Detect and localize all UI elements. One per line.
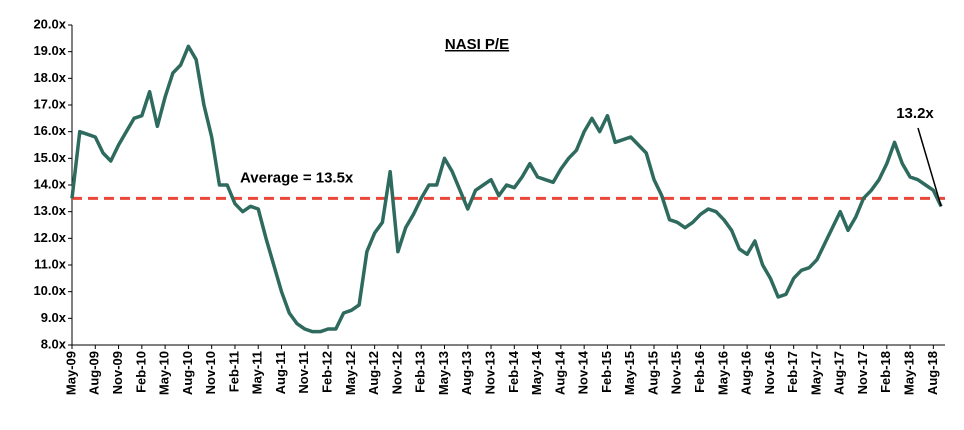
y-tick-label: 9.0x [41,310,67,325]
x-tick-label: May-17 [808,351,823,395]
x-tick-label: Aug-17 [832,351,847,395]
x-tick-label: Feb-13 [413,351,428,393]
x-tick-label: May-13 [436,351,451,395]
x-tick-label: Nov-10 [203,351,218,394]
x-tick-label: Feb-17 [785,351,800,393]
x-tick-label: Aug-15 [645,351,660,395]
average-label: Average = 13.5x [240,169,354,186]
y-tick-label: 18.0x [33,70,66,85]
x-tick-label: Nov-17 [855,351,870,394]
x-tick-label: May-16 [715,351,730,395]
x-tick-label: Feb-15 [599,351,614,393]
x-tick-label: Aug-18 [925,351,940,395]
y-tick-label: 13.0x [33,203,66,218]
x-tick-label: May-18 [902,351,917,395]
x-tick-label: Nov-09 [110,351,125,394]
x-tick-label: Aug-14 [552,350,567,395]
y-tick-label: 10.0x [33,283,66,298]
x-tick-label: Feb-11 [226,351,241,392]
x-tick-label: Nov-13 [482,351,497,394]
y-tick-label: 11.0x [34,256,67,271]
x-tick-label: Nov-11 [296,351,311,394]
y-tick-label: 12.0x [33,230,66,245]
x-tick-label: Aug-13 [459,351,474,395]
x-tick-label: May-10 [157,351,172,395]
y-tick-label: 17.0x [33,96,66,111]
x-tick-label: May-12 [343,351,358,395]
x-tick-label: Feb-10 [133,351,148,393]
x-tick-label: Aug-10 [180,351,195,395]
x-tick-label: Nov-12 [389,351,404,394]
x-tick-label: May-09 [63,351,78,395]
x-tick-label: May-11 [250,351,265,394]
y-tick-label: 20.0x [33,16,66,31]
y-tick-label: 14.0x [33,176,66,191]
x-tick-label: Aug-09 [87,351,102,395]
x-tick-label: Aug-12 [366,351,381,395]
chart-title: NASI P/E [445,36,509,53]
y-tick-label: 15.0x [33,150,66,165]
x-tick-label: Feb-16 [692,351,707,393]
x-tick-label: May-14 [529,350,544,395]
x-tick-label: Feb-14 [506,350,521,393]
y-tick-label: 19.0x [33,43,66,58]
x-tick-label: Nov-14 [576,350,591,394]
annotation-pointer [917,127,942,207]
y-tick-label: 16.0x [33,123,66,138]
x-tick-label: Nov-15 [669,351,684,394]
x-tick-label: May-15 [622,351,637,395]
x-tick-label: Feb-12 [320,351,335,393]
x-tick-label: Aug-11 [273,351,288,394]
y-tick-label: 8.0x [41,336,67,351]
last-value-label: 13.2x [896,105,934,122]
series-line [70,44,943,334]
x-tick-label: Feb-18 [878,351,893,393]
x-tick-label: Aug-16 [739,351,754,395]
x-tick-label: Nov-16 [762,351,777,394]
